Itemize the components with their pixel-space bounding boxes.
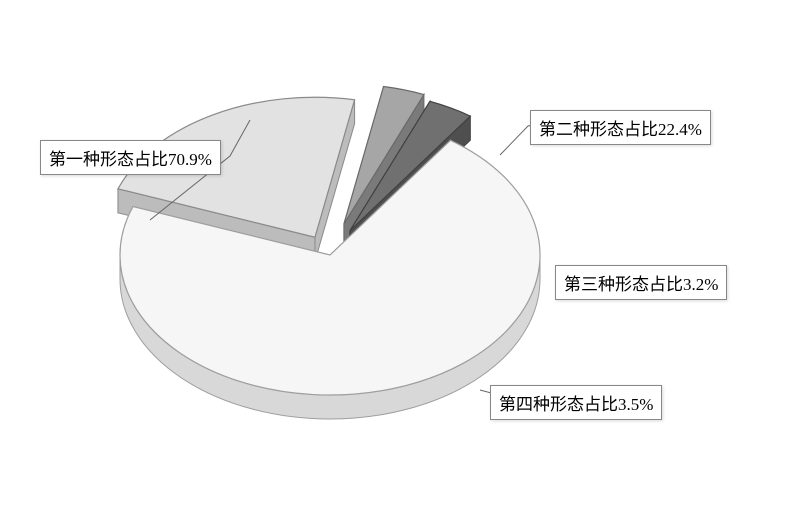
slice-label-4: 第四种形态占比3.5%: [490, 385, 662, 420]
slice-label-1: 第一种形态占比70.9%: [40, 140, 221, 175]
slice-label-3: 第三种形态占比3.2%: [555, 265, 727, 300]
slice-label-2: 第二种形态占比22.4%: [530, 110, 711, 145]
pie-svg: [0, 0, 800, 508]
pie-chart-3d: 第一种形态占比70.9% 第二种形态占比22.4% 第三种形态占比3.2% 第四…: [0, 0, 800, 508]
